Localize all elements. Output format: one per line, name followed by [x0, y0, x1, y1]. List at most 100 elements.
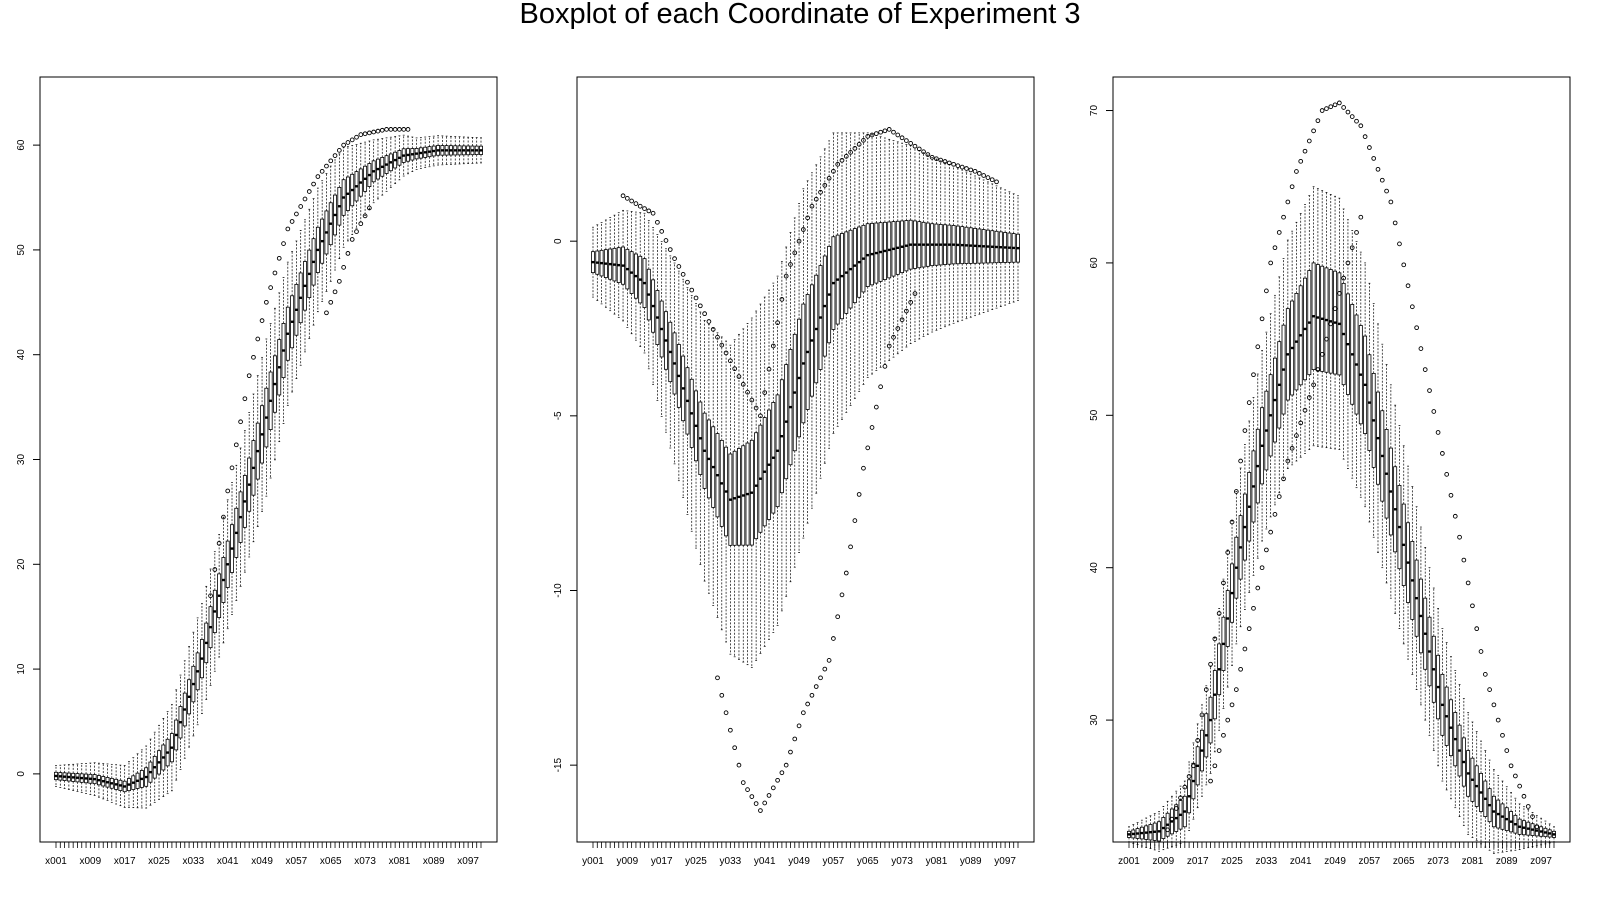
outlier-point: [1246, 400, 1252, 405]
box-y007: [616, 212, 621, 318]
box-x069: [345, 146, 350, 242]
box-z004: [1139, 819, 1144, 847]
outlier-point: [1349, 114, 1355, 119]
box-y020: [672, 262, 677, 465]
box-x042: [230, 482, 234, 615]
outlier-point: [659, 229, 665, 234]
outlier-point: [1508, 763, 1514, 769]
box-z044: [1311, 186, 1316, 447]
x-tick-label: y001: [582, 856, 604, 867]
outlier-point: [1186, 774, 1192, 779]
outlier-point: [1276, 494, 1282, 499]
x-tick-label: x001: [45, 856, 67, 867]
outlier-point: [878, 129, 883, 135]
outlier-point: [1306, 138, 1312, 144]
outlier-point: [646, 208, 652, 214]
outlier-point: [1315, 367, 1321, 372]
outlier-point: [1272, 245, 1278, 251]
box-x090: [436, 135, 441, 166]
box-y095: [994, 185, 999, 309]
box-y051: [805, 180, 810, 524]
outlier-point: [1440, 451, 1445, 456]
outlier-point: [246, 373, 252, 379]
x-tick-label: z001: [1118, 856, 1140, 867]
outlier-point: [1311, 128, 1316, 134]
x-tick-label: z073: [1427, 856, 1449, 867]
outlier-point: [758, 413, 763, 419]
box-x032: [187, 646, 192, 748]
box-z086: [1491, 769, 1496, 854]
outlier-point: [779, 770, 785, 776]
box-x028: [169, 704, 174, 792]
outlier-point: [1182, 784, 1188, 790]
outlier-point: [1294, 169, 1299, 174]
box-z051: [1341, 208, 1346, 460]
box-y018: [664, 248, 668, 433]
box-x051: [268, 323, 273, 479]
outlier-point: [702, 311, 707, 317]
outlier-point: [1212, 763, 1218, 769]
box-z058: [1371, 303, 1376, 538]
x-tick-label: x049: [251, 856, 273, 867]
panel-y: 0 -5 -10 -15 y001 y009 y017 y025 y033 y041 y049 y05…: [553, 76, 1035, 867]
box-z033: [1264, 331, 1269, 530]
box-z005: [1144, 817, 1149, 848]
box-y081: [934, 158, 939, 331]
outlier-point: [813, 684, 819, 689]
box-z048: [1328, 193, 1333, 449]
box-z026: [1234, 491, 1239, 645]
box-y023: [685, 286, 690, 515]
outlier-point: [268, 285, 273, 290]
box-z079: [1461, 698, 1466, 826]
box-x040: [221, 516, 226, 644]
box-x006: [75, 763, 80, 792]
box-x083: [406, 135, 410, 175]
box-z071: [1427, 567, 1432, 736]
box-z042: [1303, 204, 1307, 454]
outlier-point: [367, 205, 372, 211]
outlier-point: [358, 221, 364, 227]
box-x045: [242, 430, 247, 573]
outlier-point: [904, 308, 909, 314]
outlier-point: [886, 127, 892, 132]
outlier-point: [740, 780, 746, 785]
outlier-point: [959, 164, 965, 170]
outlier-point: [779, 297, 785, 302]
x-tick-label: y009: [616, 856, 638, 867]
outlier-point: [831, 168, 836, 174]
outlier-point: [1246, 626, 1252, 632]
x-tick-label: x017: [114, 856, 136, 867]
outlier-point: [951, 161, 956, 167]
box-y031: [719, 336, 724, 631]
outlier-point: [1294, 433, 1299, 438]
outlier-point: [1216, 748, 1222, 753]
outlier-point: [332, 289, 338, 295]
box-z028: [1242, 444, 1247, 610]
outlier-point: [1229, 702, 1235, 708]
outlier-point: [723, 710, 729, 716]
box-z023: [1221, 578, 1226, 710]
x-tick-label: z009: [1152, 856, 1174, 867]
outlier-point: [1229, 519, 1235, 525]
outlier-point: [289, 219, 295, 224]
outlier-point: [912, 143, 918, 149]
box-x001: [54, 765, 58, 787]
outlier-point: [1435, 430, 1441, 435]
box-x054: [281, 277, 286, 424]
outlier-point: [1208, 661, 1213, 667]
outlier-point: [1272, 512, 1278, 517]
box-x022: [144, 745, 149, 809]
box-y035: [737, 333, 741, 660]
outlier-point: [977, 171, 982, 176]
box-z030: [1251, 397, 1256, 576]
box-z010: [1165, 800, 1170, 849]
box-y054: [818, 156, 823, 479]
box-y073: [900, 142, 905, 351]
outlier-point: [392, 127, 398, 132]
outlier-point: [629, 198, 634, 204]
outlier-point: [856, 142, 862, 147]
outlier-point: [1367, 145, 1372, 150]
outlier-point: [667, 247, 673, 252]
box-x082: [401, 134, 406, 177]
outlier-point: [904, 138, 909, 143]
